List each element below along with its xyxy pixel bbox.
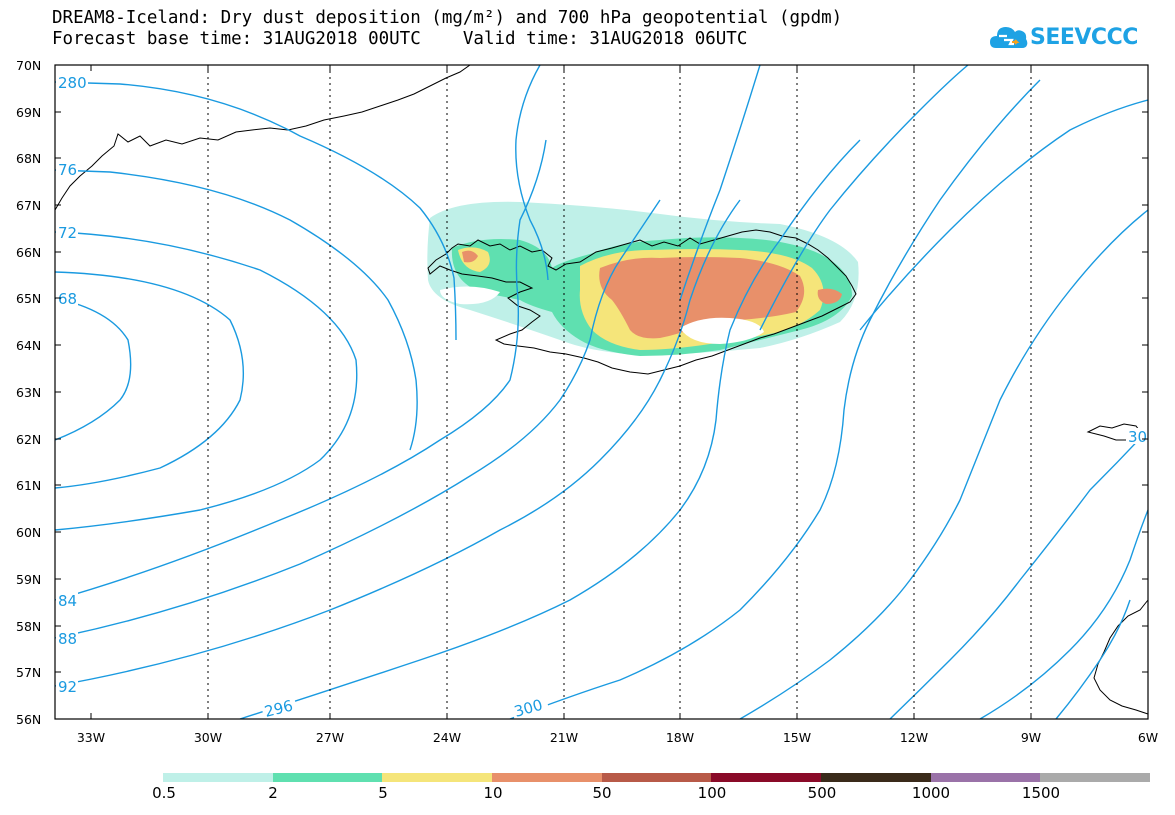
longitude-labels: 33W 30W 27W 24W 21W 18W 15W 12W 9W 6W [77,730,1158,745]
dust-area-10-west [462,250,478,263]
latitude-labels: 70N 69N 68N 67N 66N 65N 64N 63N 62N 61N … [16,58,41,727]
lon-label: 15W [783,730,811,745]
scale-swatch-5 [711,773,822,782]
lon-label: 12W [900,730,928,745]
lon-label: 30W [194,730,222,745]
lat-label: 68N [16,151,41,166]
logo-text: SEEVCCC [1030,24,1138,50]
contour-ne2 [679,65,761,301]
contour-306 [1055,599,1131,719]
scale-label: 0.5 [152,784,176,802]
contour-labels: 280 76 72 68 84 88 92 296 300 30 [56,74,1148,721]
contour-296 [239,139,861,719]
lat-label: 66N [16,245,41,260]
scale-label: 1500 [1021,784,1061,802]
scale-swatch-8 [1040,773,1151,782]
lon-label: 18W [666,730,694,745]
scale-swatch-2 [382,773,493,782]
lat-label: 57N [16,665,41,680]
contour-label-68: 68 [58,290,77,308]
scale-label: 10 [483,784,503,802]
gridlines [207,65,1032,719]
contour-label-76: 76 [58,161,77,179]
lat-label: 59N [16,572,41,587]
contour-label-296: 296 [263,696,295,720]
color-scale-bar [163,773,1151,782]
scale-label: 500 [807,784,837,802]
contour-label-92: 92 [58,678,77,696]
cloud-icon [990,27,1028,48]
lon-label: 33W [77,730,105,745]
scale-swatch-6 [821,773,931,782]
contour-304 [739,209,1148,719]
contour-n [515,65,549,281]
coastline-layer [55,65,1148,715]
scale-swatch-7 [930,773,1041,782]
contour-label-30: 30 [1128,428,1147,446]
contour-284 [55,139,547,601]
lon-label: 24W [433,730,461,745]
lon-label: 6W [1138,730,1158,745]
lat-label: 62N [16,432,41,447]
scale-swatch-3 [492,773,602,782]
geopotential-contours [55,65,1148,719]
scale-swatch-0 [163,773,273,782]
axis-ticks [55,64,1149,720]
lat-label: 60N [16,525,41,540]
greenland-coastline [55,65,471,211]
contour-288 [55,199,661,639]
contour-label-280: 280 [58,74,87,92]
dust-gap-glacier [680,317,764,344]
lon-label: 9W [1021,730,1041,745]
dust-area-10-east [817,288,842,304]
iceland-coastline [427,229,857,375]
lat-label: 58N [16,619,41,634]
lat-label: 70N [16,58,41,73]
lat-label: 64N [16,338,41,353]
contour-east [889,429,1148,719]
contour-300 [509,79,1041,719]
scale-label: 5 [378,784,388,802]
contour-292 [55,199,741,687]
lat-label: 63N [16,385,41,400]
map-time-line: Forecast base time: 31AUG2018 00UTC Vali… [52,29,748,49]
contour-ne [759,65,969,331]
map-title: DREAM8-Iceland: Dry dust deposition (mg/… [52,8,843,28]
contour-272 [55,231,358,531]
scale-label: 1000 [911,784,951,802]
plot-frame [54,64,1149,720]
lat-label: 69N [16,105,41,120]
scale-swatch-1 [272,773,383,782]
lon-label: 21W [550,730,578,745]
contour-270 [55,271,244,489]
lat-label: 65N [16,291,41,306]
contour-label-88: 88 [58,630,77,648]
lat-label: 56N [16,712,41,727]
contour-far-ne [859,99,1148,331]
contour-308 [979,509,1148,719]
scale-label: 50 [592,784,612,802]
lon-label: 27W [316,730,344,745]
color-scale-labels: 0.5 2 5 10 50 100 500 1000 1500 [0,784,1175,804]
contour-label-300: 300 [512,696,544,721]
lat-label: 61N [16,478,41,493]
map-header: DREAM8-Iceland: Dry dust deposition (mg/… [52,8,842,50]
contour-label-72: 72 [58,224,77,242]
dust-area-10 [599,257,805,339]
scale-swatch-4 [601,773,712,782]
scale-label: 2 [268,784,278,802]
contour-276 [55,169,418,451]
scale-label: 100 [697,784,727,802]
lat-label: 67N [16,198,41,213]
contour-268 [55,297,132,441]
contour-label-84: 84 [58,592,77,610]
seevccc-logo: SEEVCCC [990,22,1138,52]
contour-280 [55,81,457,341]
